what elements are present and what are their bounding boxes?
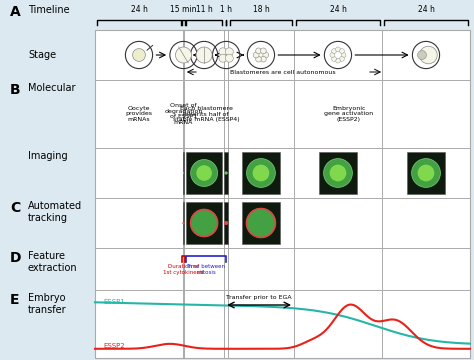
Bar (319, 152, 357, 194)
Circle shape (332, 57, 337, 61)
Circle shape (175, 47, 191, 63)
Circle shape (225, 222, 228, 224)
Bar (225, 202, 228, 244)
Circle shape (332, 49, 337, 53)
Text: C: C (10, 201, 20, 215)
Circle shape (261, 48, 266, 54)
Circle shape (411, 158, 440, 188)
Circle shape (263, 52, 269, 58)
Circle shape (225, 48, 233, 56)
Circle shape (196, 47, 212, 63)
Text: Stage: Stage (28, 50, 56, 60)
Text: 15 min: 15 min (170, 5, 197, 14)
Circle shape (246, 208, 275, 238)
Circle shape (419, 46, 437, 64)
Bar (95, 248, 470, 290)
Bar (183, 152, 184, 194)
Circle shape (225, 54, 233, 62)
Text: 18 h: 18 h (253, 5, 269, 14)
Text: Embryo
transfer: Embryo transfer (28, 293, 67, 315)
Bar (186, 202, 222, 244)
Circle shape (330, 53, 335, 57)
Circle shape (253, 52, 259, 58)
Text: Molecular: Molecular (28, 83, 75, 93)
Bar (95, 198, 470, 248)
Text: B: B (10, 83, 21, 97)
Text: Timeline: Timeline (28, 5, 70, 15)
Circle shape (336, 47, 340, 52)
Circle shape (246, 158, 275, 188)
Circle shape (191, 210, 218, 237)
Text: 24 h: 24 h (418, 5, 435, 14)
Bar (95, 30, 470, 80)
Circle shape (339, 49, 344, 53)
Bar (407, 152, 445, 194)
Circle shape (255, 56, 262, 62)
Text: D: D (10, 251, 21, 265)
Text: Imaging: Imaging (28, 151, 68, 161)
Bar (186, 152, 222, 194)
Text: 11 h: 11 h (196, 5, 212, 14)
Text: Embryonic
gene activation
(ESSP2): Embryonic gene activation (ESSP2) (324, 106, 374, 122)
Circle shape (324, 158, 352, 188)
Text: Time between
mitosis: Time between mitosis (186, 264, 226, 275)
Circle shape (196, 165, 212, 181)
Bar (95, 80, 470, 148)
Bar (242, 152, 280, 194)
Circle shape (418, 50, 427, 59)
Circle shape (261, 56, 266, 62)
Text: ESSP2: ESSP2 (103, 343, 125, 348)
Circle shape (339, 57, 344, 61)
Text: Transfer prior to EGA: Transfer prior to EGA (226, 295, 292, 300)
Text: 24 h: 24 h (130, 5, 147, 14)
Text: ESSP1: ESSP1 (103, 299, 125, 305)
Circle shape (253, 165, 269, 181)
Text: Onset of
degradation
of ESSP1
mRNA: Onset of degradation of ESSP1 mRNA (164, 103, 203, 125)
Circle shape (336, 58, 340, 63)
Circle shape (226, 172, 227, 174)
Text: Blastomeres are cell autonomous: Blastomeres are cell autonomous (230, 69, 336, 75)
Circle shape (418, 165, 434, 181)
Circle shape (219, 54, 227, 62)
Circle shape (133, 49, 146, 62)
Bar (242, 202, 280, 244)
Text: Duration of
1st cytokinesis: Duration of 1st cytokinesis (163, 264, 204, 275)
Circle shape (329, 165, 346, 181)
Text: A: A (10, 5, 21, 19)
Circle shape (341, 53, 346, 57)
Text: Feature
extraction: Feature extraction (28, 251, 78, 273)
Circle shape (225, 172, 228, 174)
Bar (183, 202, 184, 244)
Text: 1 h: 1 h (220, 5, 232, 14)
Text: E: E (10, 293, 19, 307)
Text: Each blastomere
inherits half of
stable mRNA (ESSP4): Each blastomere inherits half of stable … (173, 106, 239, 122)
Circle shape (191, 159, 218, 186)
Circle shape (255, 48, 262, 54)
Bar (95, 290, 470, 358)
Bar (95, 148, 470, 198)
Text: Oocyte
provides
mRNAs: Oocyte provides mRNAs (126, 106, 153, 122)
Text: Automated
tracking: Automated tracking (28, 201, 82, 222)
Text: 24 h: 24 h (329, 5, 346, 14)
Bar (225, 152, 228, 194)
Bar (95, 30, 470, 358)
Circle shape (219, 48, 227, 56)
